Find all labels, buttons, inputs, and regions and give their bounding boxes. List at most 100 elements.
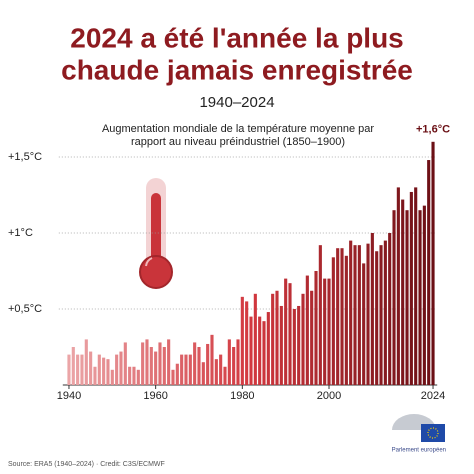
bar xyxy=(193,342,197,385)
bar xyxy=(314,271,318,385)
bar xyxy=(340,248,344,385)
bar xyxy=(349,240,353,385)
bar xyxy=(245,301,249,385)
bar xyxy=(136,369,140,385)
bar xyxy=(119,351,123,385)
bar xyxy=(336,248,340,385)
source: Source: ERA5 (1940–2024) · Credit: C3S/E… xyxy=(8,461,165,468)
bar xyxy=(223,366,227,385)
bar xyxy=(71,347,75,385)
y-tick-label: +1°C xyxy=(8,227,33,239)
bar xyxy=(93,366,97,385)
bar xyxy=(409,191,413,385)
bar xyxy=(370,233,374,385)
bar xyxy=(366,243,370,385)
bar xyxy=(357,245,361,385)
bar xyxy=(344,255,348,385)
bar xyxy=(175,363,179,385)
bar xyxy=(379,245,383,385)
bar xyxy=(327,278,331,385)
x-tick-label: 1940 xyxy=(57,390,81,402)
bar xyxy=(353,245,357,385)
bar xyxy=(154,351,158,385)
bar xyxy=(323,278,327,385)
bar xyxy=(422,205,426,385)
annotation: Augmentation mondiale de la température … xyxy=(102,123,374,135)
x-tick-label: 1960 xyxy=(143,390,167,402)
x-tick-label: 2024 xyxy=(421,390,445,402)
bar xyxy=(331,257,335,385)
bar xyxy=(310,290,314,385)
thermometer xyxy=(139,178,173,289)
bar xyxy=(80,354,84,385)
bar xyxy=(219,354,223,385)
y-tick-label: +0,5°C xyxy=(8,303,42,315)
bar xyxy=(197,347,201,385)
bar xyxy=(383,240,387,385)
bar xyxy=(123,342,127,385)
bar xyxy=(214,359,218,385)
bar xyxy=(206,343,210,385)
last-value-label: +1,6°C xyxy=(416,124,450,136)
subtitle: 1940–2024 xyxy=(199,94,274,111)
bar xyxy=(97,354,101,385)
bar xyxy=(106,359,110,385)
bar xyxy=(158,342,162,385)
bar xyxy=(396,187,400,385)
y-tick-label: +1,5°C xyxy=(8,151,42,163)
bar xyxy=(375,251,379,385)
bar xyxy=(284,278,288,385)
bar xyxy=(102,357,106,385)
x-tick-label: 2000 xyxy=(317,390,341,402)
bar xyxy=(258,316,262,385)
bar xyxy=(149,347,153,385)
bar xyxy=(392,210,396,385)
bar xyxy=(271,293,275,385)
bar xyxy=(188,354,192,385)
bar xyxy=(145,339,149,385)
annotation: rapport au niveau préindustriel (1850–19… xyxy=(131,136,345,148)
chart-title: chaude jamais enregistrée xyxy=(61,54,413,85)
bar xyxy=(132,366,136,385)
logo-text: Parlement européen xyxy=(392,448,446,454)
bar xyxy=(240,296,244,385)
bar xyxy=(180,354,184,385)
bar xyxy=(362,263,366,385)
bar xyxy=(89,351,93,385)
bar xyxy=(232,347,236,385)
bar xyxy=(318,245,322,385)
bar xyxy=(292,309,296,385)
bar xyxy=(171,369,175,385)
bar xyxy=(288,283,292,385)
bar xyxy=(275,290,279,385)
bar xyxy=(184,354,188,385)
bar xyxy=(236,339,240,385)
bar xyxy=(227,339,231,385)
bar xyxy=(201,362,205,385)
bar xyxy=(162,347,166,385)
bar xyxy=(266,312,270,385)
bar xyxy=(67,354,71,385)
bar xyxy=(279,305,283,385)
bar xyxy=(115,354,119,385)
bar xyxy=(305,275,309,385)
bar xyxy=(405,210,409,385)
bar xyxy=(418,210,422,385)
bar xyxy=(210,334,214,385)
bar xyxy=(431,141,435,385)
bar xyxy=(110,369,114,385)
bar xyxy=(427,160,431,385)
bar xyxy=(414,187,418,385)
bar xyxy=(262,321,266,385)
bar xyxy=(141,342,145,385)
bar xyxy=(401,199,405,385)
logo: Parlement européen xyxy=(392,414,446,454)
bar xyxy=(388,233,392,385)
bar xyxy=(167,339,171,385)
bar xyxy=(76,354,80,385)
bar xyxy=(297,305,301,385)
chart-title: 2024 a été l'année la plus xyxy=(70,22,404,53)
bar xyxy=(249,316,253,385)
bar xyxy=(84,339,88,385)
